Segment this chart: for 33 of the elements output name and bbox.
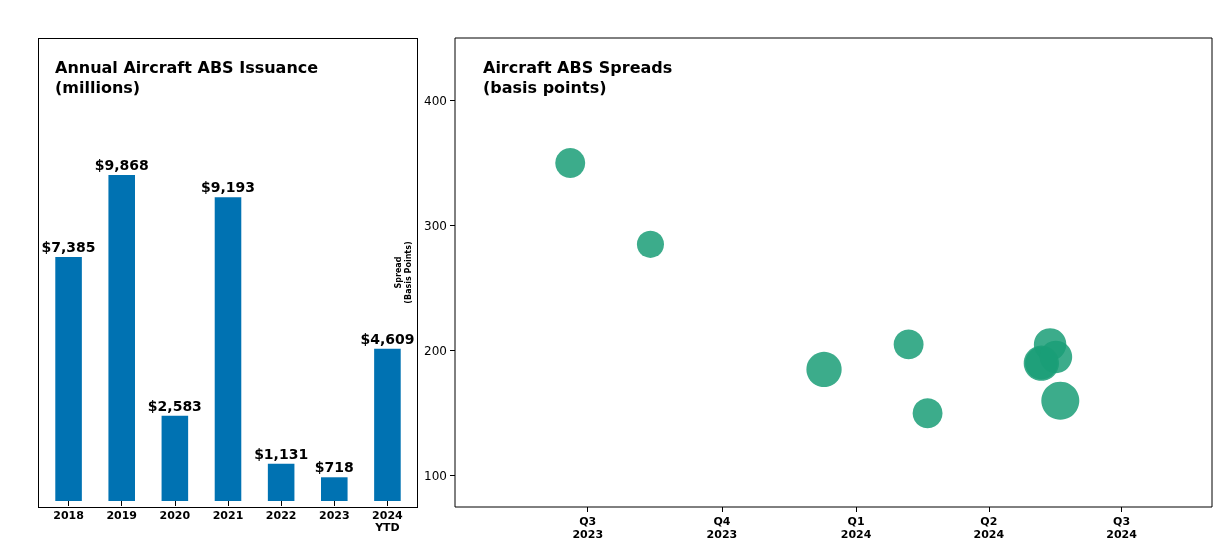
bar <box>321 477 348 501</box>
bar <box>161 415 189 501</box>
x-tick-label: 2021 <box>212 508 244 522</box>
chart-title: Annual Aircraft ABS Issuance (millions) <box>55 57 319 97</box>
y-axis-title: Spread (Basis Points) <box>393 241 413 304</box>
x-tick-label: Q3 2024 <box>1106 515 1138 541</box>
y-tick-label: 400 <box>424 93 447 108</box>
x-tick-label: 2023 <box>318 508 350 522</box>
y-tick-label: 300 <box>424 218 447 233</box>
data-label: $718 <box>314 459 354 476</box>
bar <box>108 175 135 501</box>
x-tick-label: Q1 2024 <box>840 515 872 541</box>
x-tick-label: 2024 YTD <box>372 508 404 534</box>
x-tick-label: Q2 2024 <box>973 515 1005 541</box>
x-tick-label: Q4 2023 <box>706 515 738 541</box>
text: Aircraft ABS Spreads (basis points) <box>483 57 673 97</box>
data-label: $4,609 <box>360 330 415 347</box>
y-tick-label: 100 <box>424 468 447 483</box>
data-label: $1,131 <box>254 445 309 462</box>
data-label: $2,583 <box>147 397 202 414</box>
bar <box>214 197 242 501</box>
bar <box>374 348 401 501</box>
x-tick-label: Q3 2023 <box>572 515 604 541</box>
x-tick-label: 2020 <box>159 508 191 522</box>
y-tick-label: 200 <box>424 343 447 358</box>
data-label: $9,193 <box>200 179 256 196</box>
x-tick-label: 2018 <box>53 508 84 522</box>
x-tick-label: 2019 <box>106 508 138 522</box>
data-label: $9,868 <box>94 157 149 173</box>
data-label: $7,385 <box>41 239 96 256</box>
bar <box>267 463 295 501</box>
x-tick-label: 2022 <box>265 508 297 522</box>
bar <box>55 257 82 501</box>
